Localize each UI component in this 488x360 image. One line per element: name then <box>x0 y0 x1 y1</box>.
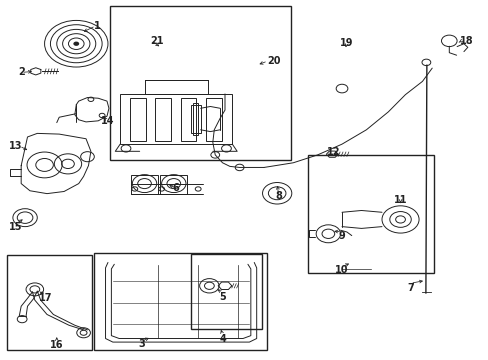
Text: 19: 19 <box>340 38 353 48</box>
Bar <box>131 175 158 194</box>
Text: 20: 20 <box>266 56 280 66</box>
Bar <box>190 105 200 134</box>
Bar <box>6 255 92 350</box>
Text: 21: 21 <box>150 36 163 46</box>
Text: 17: 17 <box>39 293 52 303</box>
Bar <box>180 98 196 140</box>
Text: 13: 13 <box>9 141 22 151</box>
Text: 12: 12 <box>326 147 340 157</box>
Text: 11: 11 <box>393 195 407 205</box>
Bar <box>190 253 261 329</box>
Text: 6: 6 <box>172 183 179 193</box>
Bar <box>307 155 433 273</box>
Text: 16: 16 <box>50 340 63 350</box>
Bar <box>120 94 232 144</box>
Text: 1: 1 <box>94 21 101 31</box>
Bar <box>160 175 187 194</box>
Circle shape <box>73 41 79 46</box>
Bar <box>144 80 207 94</box>
Text: 9: 9 <box>338 231 345 240</box>
Text: 15: 15 <box>9 222 22 232</box>
Text: 7: 7 <box>406 283 413 293</box>
Bar <box>155 98 170 140</box>
Bar <box>94 253 267 350</box>
Text: 5: 5 <box>219 292 225 302</box>
Text: 4: 4 <box>219 333 225 343</box>
Bar <box>130 98 145 140</box>
Text: 14: 14 <box>101 116 115 126</box>
Text: 8: 8 <box>275 191 282 201</box>
Text: 18: 18 <box>459 36 472 46</box>
Text: 3: 3 <box>139 339 145 349</box>
Bar <box>110 6 290 160</box>
Text: 2: 2 <box>18 67 24 77</box>
Bar <box>193 103 198 135</box>
Text: 10: 10 <box>335 265 348 275</box>
Bar <box>205 98 221 140</box>
